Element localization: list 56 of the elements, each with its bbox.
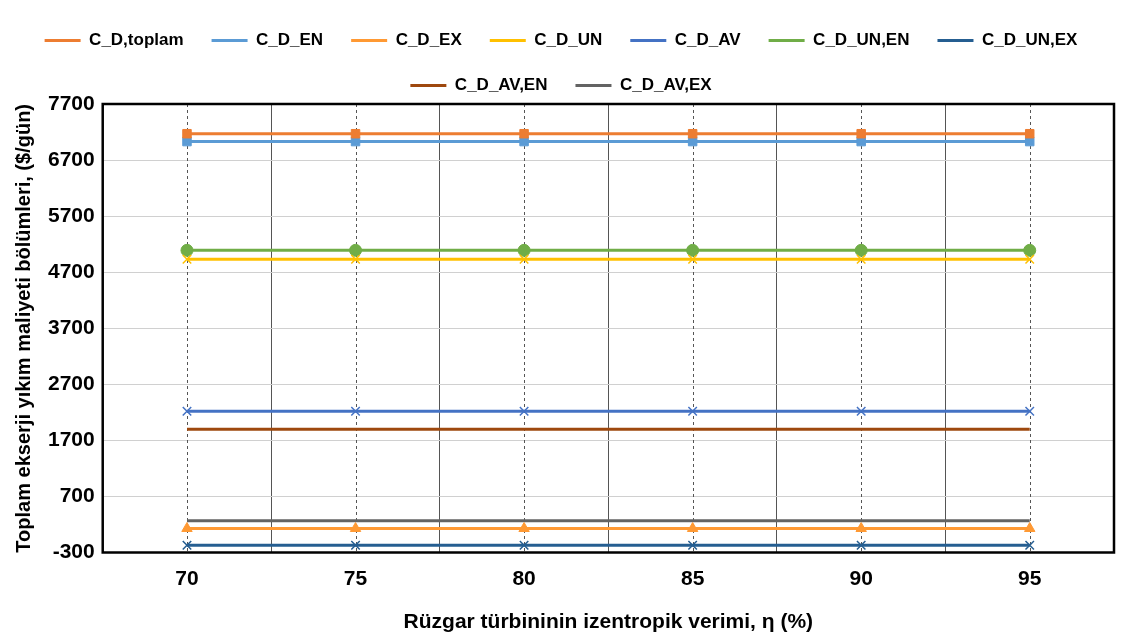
point <box>686 243 700 257</box>
point <box>854 243 868 257</box>
y-tick-label: 7700 <box>48 90 95 114</box>
y-tick-label: 700 <box>59 483 95 507</box>
x-tick-label: 70 <box>175 566 199 589</box>
point <box>350 406 361 417</box>
legend-label: C_D_UN,EN <box>813 30 910 50</box>
point <box>182 540 192 551</box>
y-tick-label: 2700 <box>48 371 95 395</box>
x-tick-label: 90 <box>849 566 873 589</box>
x-tick-label: 95 <box>1018 566 1042 589</box>
point <box>687 406 698 417</box>
y-tick-label: 6700 <box>48 146 95 170</box>
point <box>1024 540 1035 551</box>
y-tick-label: -300 <box>52 539 95 563</box>
point <box>856 128 866 139</box>
legend-label: C_D_EX <box>395 30 463 50</box>
point <box>182 406 192 417</box>
point <box>182 254 192 265</box>
legend-label: C_D_UN <box>534 30 603 50</box>
point <box>856 540 867 551</box>
y-tick-label: 3700 <box>48 315 95 339</box>
legend-label: C_D_UN,EX <box>981 30 1079 50</box>
point <box>1024 128 1035 139</box>
point <box>519 540 530 551</box>
point <box>349 243 363 257</box>
legend-label: C_D_AV,EN <box>454 75 548 95</box>
y-tick-label: 5700 <box>48 202 95 226</box>
point <box>1024 406 1035 417</box>
legend-label: C_D_AV <box>674 30 742 50</box>
x-tick-label: 75 <box>343 566 368 589</box>
point <box>687 254 698 265</box>
point <box>180 243 194 257</box>
point <box>687 540 698 551</box>
point <box>687 128 698 139</box>
legend-label: C_D,toplam <box>89 30 184 50</box>
point <box>519 406 530 417</box>
point <box>856 406 867 417</box>
y-tick-label: 1700 <box>48 427 95 451</box>
legend-label: C_D_AV,EX <box>619 75 713 95</box>
point <box>519 128 529 139</box>
legend-label: C_D_EN <box>256 30 324 50</box>
point <box>350 540 361 551</box>
point <box>350 128 361 139</box>
y-axis-title: Toplam ekserji yıkım maliyeti bölümleri, ($/gün) <box>11 103 34 553</box>
point <box>1023 243 1037 257</box>
point <box>182 128 192 139</box>
point <box>350 254 361 265</box>
point <box>1024 254 1035 265</box>
point <box>856 254 867 265</box>
point <box>517 243 531 257</box>
x-tick-label: 85 <box>680 566 705 589</box>
point <box>519 254 530 265</box>
x-axis-title: Rüzgar türbininin izentropik verimi, η (%) <box>403 609 814 633</box>
y-tick-label: 4700 <box>48 259 95 283</box>
x-tick-label: 80 <box>512 566 536 589</box>
